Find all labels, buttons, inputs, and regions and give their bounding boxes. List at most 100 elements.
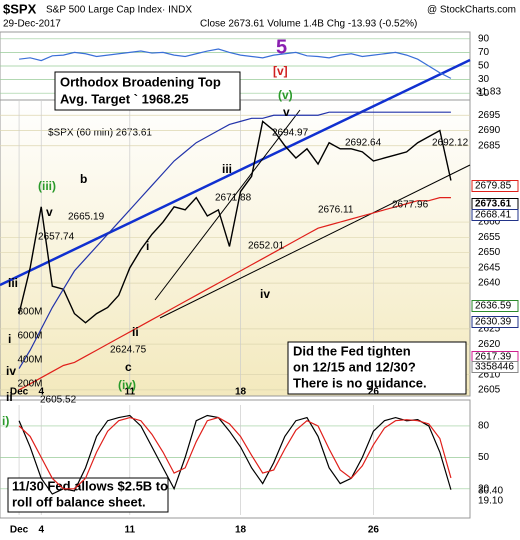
y-tick-label: 30 [478,74,490,85]
peak-label: 2605.52 [40,395,77,406]
y-tick-label: 2620 [478,339,501,350]
peak-label: 2692.64 [345,138,382,149]
credit: @ StockCharts.com [427,5,516,16]
annotation: Orthodox Broadening Top [60,74,221,89]
wave-label: (iv) [118,378,136,392]
quote: Close 2673.61 Volume 1.4B Chg -13.93 (-0… [200,19,417,30]
x-tick-label: 26 [368,387,380,398]
annotation-box [7,477,169,513]
volume-tick-label: 400M [17,355,42,366]
peak-label: 2676.11 [318,205,354,216]
x-tick-label: 18 [235,387,247,398]
y-tick-label: 2655 [478,232,501,243]
value-tag-label: 2636.59 [475,301,512,312]
wave-label: b [80,172,87,186]
peak-label: 2657.74 [38,232,75,243]
x-tick-label: Dec [10,525,29,536]
value-tag-label: 3358446 [475,362,514,373]
y-tick-label: 2605 [478,385,501,396]
series-line [18,414,452,495]
y-tick-label: 2685 [478,140,501,151]
y-tick-label: 20 [478,483,490,494]
series-line [18,111,451,369]
wave-label: ii [132,325,139,339]
value-tag [471,316,519,328]
value-tag-label: 2617.39 [475,352,512,363]
value-tag [471,180,519,192]
peak-label: 2694.97 [272,128,309,139]
y-tick-label: 2695 [478,110,501,121]
annotation-box [54,71,241,111]
annotation: Avg. Target ` 1968.25 [60,91,189,106]
last-value-label: 31.83 [476,87,501,98]
y-tick-label: 90 [478,33,490,44]
y-tick-label: 50 [478,452,490,463]
wave-label: iii [222,162,232,176]
wave-label: ii [6,390,13,404]
wave-label: (iii) [38,179,56,193]
wave-label: c [125,360,132,374]
series-line [18,120,452,324]
wave-label: i [8,332,11,346]
annotation: 11/30 Fed allows $2.5B to [12,478,168,493]
symbol: $SPX [3,1,37,16]
wave-label: (v) [278,88,293,102]
x-tick-label: 11 [125,525,136,536]
peak-label: 2665.19 [68,212,105,223]
peak-label: 2652.01 [248,241,285,252]
broadening-line [0,58,471,287]
volume-tick-label: 200M [17,379,42,390]
volume-tick-label: 600M [17,331,42,342]
y-tick-label: 80 [478,421,490,432]
annotation: roll off balance sheet. [12,494,146,509]
y-tick-label: 2610 [478,369,501,380]
x-tick-label: 26 [368,525,380,536]
annotation: on 12/15 and 12/30? [293,359,416,374]
last-value-label: 19.10 [478,496,503,507]
trend-line [154,109,301,301]
y-tick-label: 2660 [478,217,501,228]
wave-label: i) [2,414,9,428]
x-tick-label: Dec [10,387,29,398]
date: 29-Dec-2017 [3,19,61,30]
x-tick-label: 4 [38,387,44,398]
wave-label: v [46,205,53,219]
value-tag-label: 2679.85 [475,181,512,192]
x-tick-label: 18 [235,525,247,536]
peak-label: 2671.88 [215,193,252,204]
value-tag-label: 2630.39 [475,317,512,328]
wave-label: 5 [276,36,287,58]
series-line [18,197,451,391]
annotation-box [287,341,467,395]
index-name: S&P 500 Large Cap Index· INDX [46,5,192,16]
peak-label: 2624.75 [110,345,147,356]
y-tick-label: 50 [478,61,490,72]
y-tick-label: 2645 [478,262,501,273]
y-tick-label: 2690 [478,125,501,136]
wave-label: iv [6,364,16,378]
x-tick-label: 11 [125,387,136,398]
x-tick-label: 4 [38,525,44,536]
last-value-label: 30.40 [478,486,503,497]
price-legend: $SPX (60 min) 2673.61 [48,128,152,139]
y-tick-label: 2650 [478,247,501,258]
wave-label: v [283,105,290,119]
trend-line [159,164,471,319]
value-tag-label: 2673.61 [475,199,512,210]
peak-label: 2692.12 [432,138,469,149]
annotation: There is no guidance. [293,375,427,390]
y-tick-label: 2625 [478,324,501,335]
series-line [19,48,452,79]
y-tick-label: 70 [478,47,490,58]
wave-label: iii [8,276,18,290]
series-line [18,416,452,490]
volume-tick-label: 800M [17,307,42,318]
annotation: Did the Fed tighten [293,343,411,358]
y-tick-label: 2640 [478,278,501,289]
value-tag-label: 2668.41 [475,210,512,221]
value-tag [471,361,519,373]
peak-label: 2677.96 [392,200,429,211]
wave-label: [v] [273,64,288,78]
wave-label: iv [260,287,270,301]
